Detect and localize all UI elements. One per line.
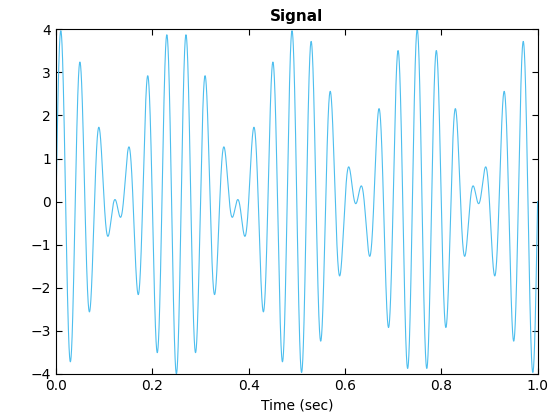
Title: Signal: Signal (270, 9, 324, 24)
X-axis label: Time (sec): Time (sec) (260, 398, 333, 412)
